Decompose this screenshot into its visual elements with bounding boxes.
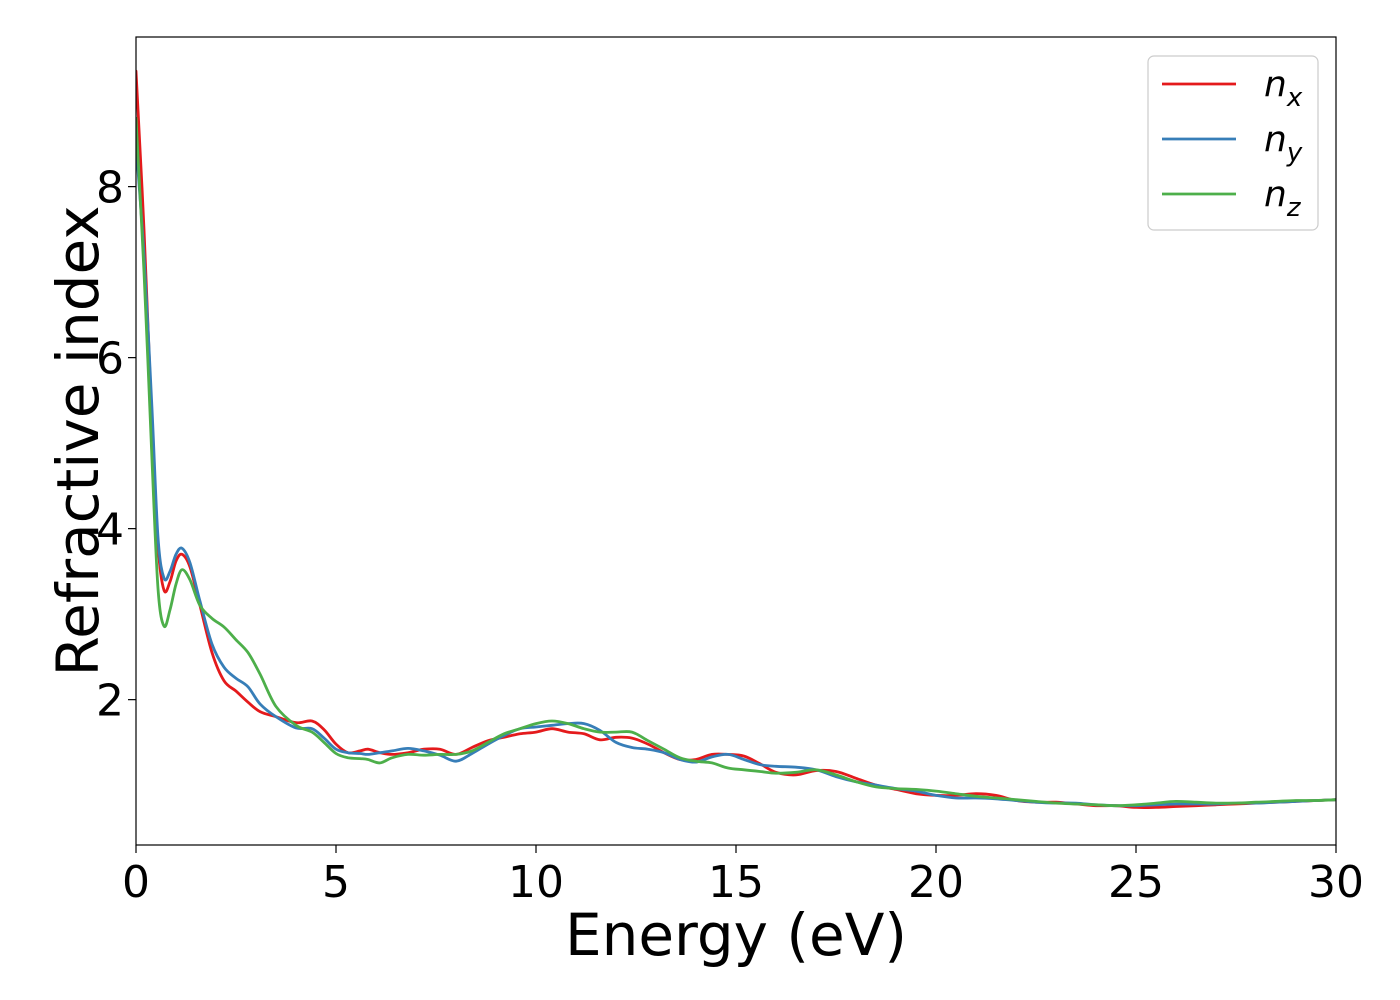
legend-label-z: nz bbox=[1264, 174, 1302, 223]
x-tick-label: 20 bbox=[908, 857, 964, 908]
legend-label-main: n bbox=[1264, 119, 1287, 160]
x-axis-title: Energy (eV) bbox=[565, 901, 907, 969]
y-tick-label: 6 bbox=[96, 334, 124, 385]
legend-label-sub: y bbox=[1286, 138, 1303, 168]
series-line-z bbox=[136, 116, 1336, 808]
legend-label-x: nx bbox=[1264, 64, 1303, 113]
x-tick-label: 15 bbox=[708, 857, 764, 908]
x-axis-ticks: 0 5 10 15 20 25 30 bbox=[122, 845, 1364, 908]
x-tick-label: 10 bbox=[508, 857, 564, 908]
y-tick-label: 2 bbox=[96, 676, 124, 727]
plot-lines bbox=[136, 69, 1336, 809]
x-tick-label: 5 bbox=[322, 857, 350, 908]
y-tick-label: 8 bbox=[96, 163, 124, 214]
y-tick-label: 4 bbox=[96, 505, 124, 556]
y-axis-ticks: 2 4 6 8 bbox=[96, 163, 136, 727]
legend-label-sub: x bbox=[1286, 83, 1303, 113]
legend-label-main: n bbox=[1264, 64, 1287, 105]
legend-box bbox=[1147, 55, 1319, 231]
legend-label-sub: z bbox=[1286, 193, 1302, 223]
x-tick-label: 30 bbox=[1308, 857, 1364, 908]
x-tick-label: 25 bbox=[1108, 857, 1164, 908]
legend-label-y: ny bbox=[1264, 119, 1303, 168]
legend-label-main: n bbox=[1264, 174, 1287, 215]
x-tick-label: 0 bbox=[122, 857, 150, 908]
y-axis-title: Refractive index bbox=[44, 205, 112, 676]
